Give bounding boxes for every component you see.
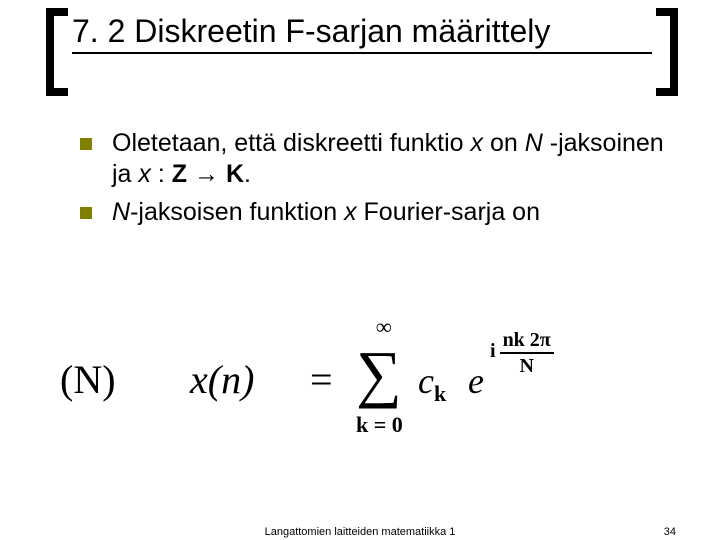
eq-sigma: ∑ [356,342,402,406]
eq-e: e [468,360,484,402]
b1-arrow: → [187,160,226,188]
footer-page-number: 34 [664,526,676,538]
eq-c: c [418,361,434,401]
b1-prefix: Oletetaan, että diskreetti funktio [112,129,471,157]
eq-exp-den: N [500,354,554,376]
b1-x1: x [471,129,484,157]
b1-N1: N [525,129,543,157]
bullet-1-text: Oletetaan, että diskreetti funktio x on … [112,128,670,191]
eq-ck: ck [418,360,446,407]
bullet-2-text: N-jaksoisen funktion x Fourier-sarja on [112,197,540,228]
eq-sum-upper: ∞ [376,314,392,340]
bullet-2: N-jaksoisen funktion x Fourier-sarja on [80,197,670,228]
title-area: 7. 2 Diskreetin F-sarjan määrittely [72,12,652,54]
b2-mid1: -jaksoisen funktion [130,198,344,226]
b2-suffix: Fourier-sarja on [357,198,540,226]
bullet-square-icon [80,138,92,150]
b1-x2: x [138,160,151,188]
body-area: Oletetaan, että diskreetti funktio x on … [80,128,670,234]
title-bracket-left [46,8,68,96]
eq-xn: x(n) [190,356,254,403]
eq-exp-frac: nk 2π N [500,330,554,376]
eq-exp-num: nk 2π [500,330,554,354]
eq-exponent: i nk 2π N [490,330,554,376]
b1-K: K [226,160,244,188]
title-bracket-right [656,8,678,96]
eq-N-paren: (N) [60,356,116,403]
b1-suffix: . [244,160,251,188]
footer-center-text: Langattomien laitteiden matematiikka 1 [265,526,456,538]
slide: 7. 2 Diskreetin F-sarjan määrittely Olet… [0,0,720,540]
b2-x1: x [344,198,357,226]
eq-equals: = [310,356,333,403]
eq-exp-i: i [490,341,496,361]
bullet-square-icon [80,207,92,219]
b2-N1: N [112,198,130,226]
slide-title: 7. 2 Diskreetin F-sarjan määrittely [72,12,652,54]
equation: (N) x(n) = ∞ ∑ k = 0 ck e i nk 2π N [60,310,660,450]
eq-c-sub: k [434,381,446,406]
b1-mid1: on [483,129,525,157]
eq-sum-lower: k = 0 [356,412,403,438]
b1-Z: Z [172,160,187,188]
bullet-1: Oletetaan, että diskreetti funktio x on … [80,128,670,191]
b1-colon: : [151,160,172,188]
